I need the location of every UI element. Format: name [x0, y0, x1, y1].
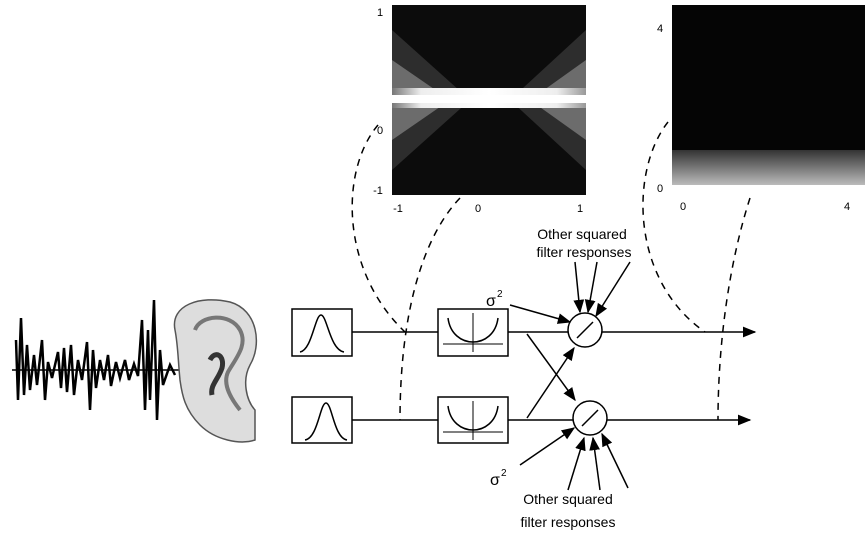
waveform	[12, 299, 185, 421]
heatmap-left	[392, 5, 586, 195]
y-tick: 1	[377, 7, 383, 19]
y-tick: 0	[657, 183, 663, 195]
sigma-exponent: 2	[497, 289, 503, 300]
bandpass-filter	[291, 308, 353, 444]
sigma-exponent: 2	[501, 468, 507, 479]
y-tick: 0	[377, 125, 383, 137]
sigma: σ	[486, 293, 496, 310]
heatmap-right	[672, 5, 865, 190]
sigma: σ	[490, 472, 500, 489]
label: filter responses	[537, 244, 632, 260]
ear	[173, 299, 258, 443]
x-tick: -1	[393, 203, 403, 215]
squarer	[437, 308, 509, 444]
divider	[567, 312, 608, 436]
label: filter responses	[521, 514, 616, 530]
y-tick: -1	[373, 185, 383, 197]
signal-lines	[352, 261, 757, 491]
x-tick: 1	[577, 203, 583, 215]
label: Other squared	[537, 226, 627, 242]
x-tick: 4	[844, 201, 850, 213]
x-tick: 0	[475, 203, 481, 215]
y-tick: 4	[657, 23, 663, 35]
dashed-connectors	[351, 121, 751, 421]
label: Other squared	[523, 491, 613, 507]
x-tick: 0	[680, 201, 686, 213]
